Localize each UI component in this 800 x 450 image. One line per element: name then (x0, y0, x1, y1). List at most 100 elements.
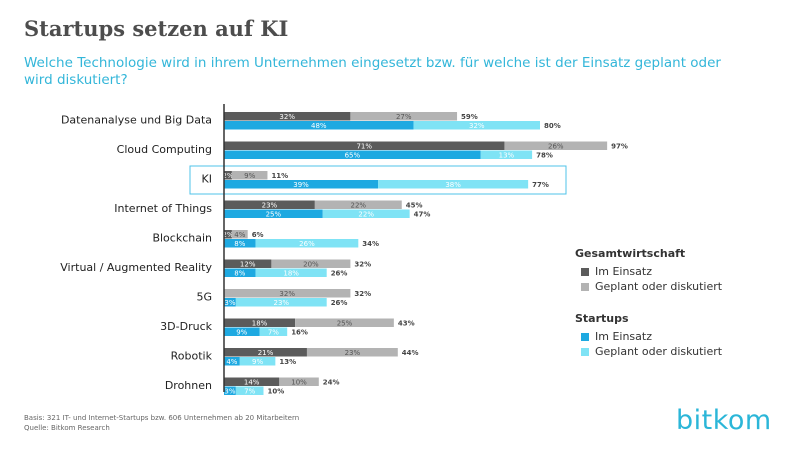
value-label-st-einsatz-internet-of-things: 25% (266, 211, 282, 219)
bar-st-einsatz-3d-druck (224, 327, 260, 336)
value-label-st-einsatz-blockchain: 8% (234, 240, 245, 248)
bar-st-geplant-5g (235, 298, 327, 307)
value-label-st-geplant-robotik: 9% (252, 358, 263, 366)
total-label-gw-robotik: 44% (402, 349, 419, 357)
bar-gw-geplant-datenanalyse-und-big-data (350, 112, 458, 121)
bar-gw-geplant-cloud-computing (504, 141, 608, 150)
value-label-gw-einsatz-datenanalyse-und-big-data: 32% (279, 113, 295, 121)
legend-label-gw-einsatz: Im Einsatz (595, 265, 652, 278)
bar-st-einsatz-internet-of-things (224, 209, 323, 218)
total-label-st-robotik: 13% (279, 358, 296, 366)
bar-gw-geplant-virtual-augmented-reality (271, 259, 351, 268)
category-label-blockchain: Blockchain (152, 232, 212, 245)
legend-item-st-einsatz: Im Einsatz (575, 329, 722, 344)
total-label-gw-cloud-computing: 97% (611, 143, 628, 151)
bar-gw-geplant-blockchain (231, 230, 248, 239)
category-label-datenanalyse-und-big-data: Datenanalyse und Big Data (61, 114, 212, 127)
bar-gw-einsatz-internet-of-things (224, 200, 315, 209)
legend-swatch-st-einsatz (581, 332, 589, 341)
value-label-st-geplant-internet-of-things: 22% (358, 211, 374, 219)
bar-gw-einsatz-blockchain (224, 230, 232, 239)
legend-swatch-gw-einsatz (581, 267, 589, 276)
total-label-st-virtual-augmented-reality: 26% (331, 270, 348, 278)
bar-gw-geplant-ki (231, 171, 268, 180)
value-label-gw-einsatz-virtual-augmented-reality: 12% (240, 261, 256, 269)
value-label-gw-geplant-5g: 32% (279, 290, 295, 298)
category-label-internet-of-things: Internet of Things (114, 202, 212, 215)
value-label-gw-geplant-datenanalyse-und-big-data: 27% (396, 113, 412, 121)
footnote-source: Quelle: Bitkom Research (24, 424, 110, 432)
total-label-gw-ki: 11% (271, 172, 288, 180)
value-label-gw-geplant-cloud-computing: 26% (548, 143, 564, 151)
bar-gw-einsatz-virtual-augmented-reality (224, 259, 272, 268)
total-label-st-datenanalyse-und-big-data: 80% (544, 122, 561, 130)
bar-st-geplant-drohnen (235, 386, 264, 395)
bar-gw-geplant-drohnen (279, 377, 319, 386)
category-label-robotik: Robotik (171, 350, 213, 363)
bar-st-einsatz-virtual-augmented-reality (224, 268, 256, 277)
bar-st-einsatz-5g (224, 298, 236, 307)
category-label-5g: 5G (196, 291, 212, 304)
total-label-gw-5g: 32% (354, 290, 371, 298)
total-label-st-internet-of-things: 47% (414, 211, 431, 219)
category-label-cloud-computing: Cloud Computing (117, 143, 212, 156)
value-label-st-geplant-blockchain: 26% (299, 240, 315, 248)
value-label-st-geplant-ki: 38% (445, 181, 461, 189)
value-label-st-geplant-drohnen: 7% (244, 388, 255, 396)
total-label-gw-internet-of-things: 45% (406, 202, 423, 210)
bar-st-geplant-datenanalyse-und-big-data (413, 121, 540, 130)
value-label-st-geplant-datenanalyse-und-big-data: 32% (469, 122, 485, 130)
value-label-gw-geplant-ki: 9% (244, 172, 255, 180)
total-label-st-5g: 26% (331, 299, 348, 307)
legend-item-gw-geplant: Geplant oder diskutiert (575, 279, 722, 294)
bar-gw-einsatz-3d-druck (224, 318, 296, 327)
bar-st-einsatz-drohnen (224, 386, 236, 395)
value-label-st-einsatz-virtual-augmented-reality: 8% (234, 270, 245, 278)
bar-gw-einsatz-datenanalyse-und-big-data (224, 112, 351, 121)
value-label-st-geplant-3d-druck: 7% (268, 329, 279, 337)
legend-title-gesamtwirtschaft: Gesamtwirtschaft (575, 247, 686, 260)
category-label-3d-druck: 3D-Druck (160, 320, 212, 333)
legend-label-st-geplant: Geplant oder diskutiert (595, 345, 723, 358)
bar-gw-geplant-robotik (306, 348, 398, 357)
total-label-gw-virtual-augmented-reality: 32% (354, 261, 371, 269)
bar-st-geplant-ki (378, 180, 529, 189)
bar-st-einsatz-datenanalyse-und-big-data (224, 121, 414, 130)
value-label-gw-geplant-virtual-augmented-reality: 20% (303, 261, 319, 269)
total-label-gw-3d-druck: 43% (398, 320, 415, 328)
value-label-gw-einsatz-blockchain: 2% (222, 231, 233, 239)
value-label-gw-einsatz-robotik: 21% (258, 349, 274, 357)
bar-st-einsatz-robotik (224, 357, 240, 366)
value-label-st-einsatz-5g: 3% (224, 299, 235, 307)
category-label-virtual-augmented-reality: Virtual / Augmented Reality (60, 261, 212, 274)
legend-label-st-einsatz: Im Einsatz (595, 330, 652, 343)
value-label-gw-einsatz-3d-druck: 18% (252, 320, 268, 328)
total-label-st-cloud-computing: 78% (536, 152, 553, 160)
value-label-gw-einsatz-ki: 2% (222, 172, 233, 180)
legend: Gesamtwirtschaft Im Einsatz Geplant oder… (575, 247, 722, 359)
bar-st-geplant-robotik (239, 357, 276, 366)
value-label-gw-einsatz-cloud-computing: 71% (356, 143, 372, 151)
total-label-st-3d-druck: 16% (291, 329, 308, 337)
bar-gw-einsatz-cloud-computing (224, 141, 505, 150)
value-label-gw-einsatz-internet-of-things: 23% (262, 202, 278, 210)
value-label-st-einsatz-3d-druck: 9% (236, 329, 247, 337)
value-label-st-geplant-virtual-augmented-reality: 18% (283, 270, 299, 278)
value-label-gw-geplant-3d-druck: 25% (337, 320, 353, 328)
bar-st-einsatz-ki (224, 180, 379, 189)
total-label-gw-drohnen: 24% (323, 379, 340, 387)
total-label-st-blockchain: 34% (362, 240, 379, 248)
value-label-gw-geplant-internet-of-things: 22% (351, 202, 367, 210)
total-label-gw-blockchain: 6% (252, 231, 264, 239)
value-label-st-geplant-cloud-computing: 13% (499, 152, 515, 160)
value-label-st-einsatz-cloud-computing: 65% (345, 152, 361, 160)
chart-subtitle: Welche Technologie wird in ihrem Unterne… (24, 55, 721, 88)
value-label-st-geplant-5g: 23% (273, 299, 289, 307)
highlight-box-ki (189, 165, 567, 195)
bar-st-geplant-blockchain (255, 239, 359, 248)
chart-title: Startups setzen auf KI (24, 16, 289, 41)
total-label-st-drohnen: 10% (268, 388, 285, 396)
value-label-gw-einsatz-drohnen: 14% (244, 379, 260, 387)
bitkom-logo: bitkom (676, 405, 772, 436)
